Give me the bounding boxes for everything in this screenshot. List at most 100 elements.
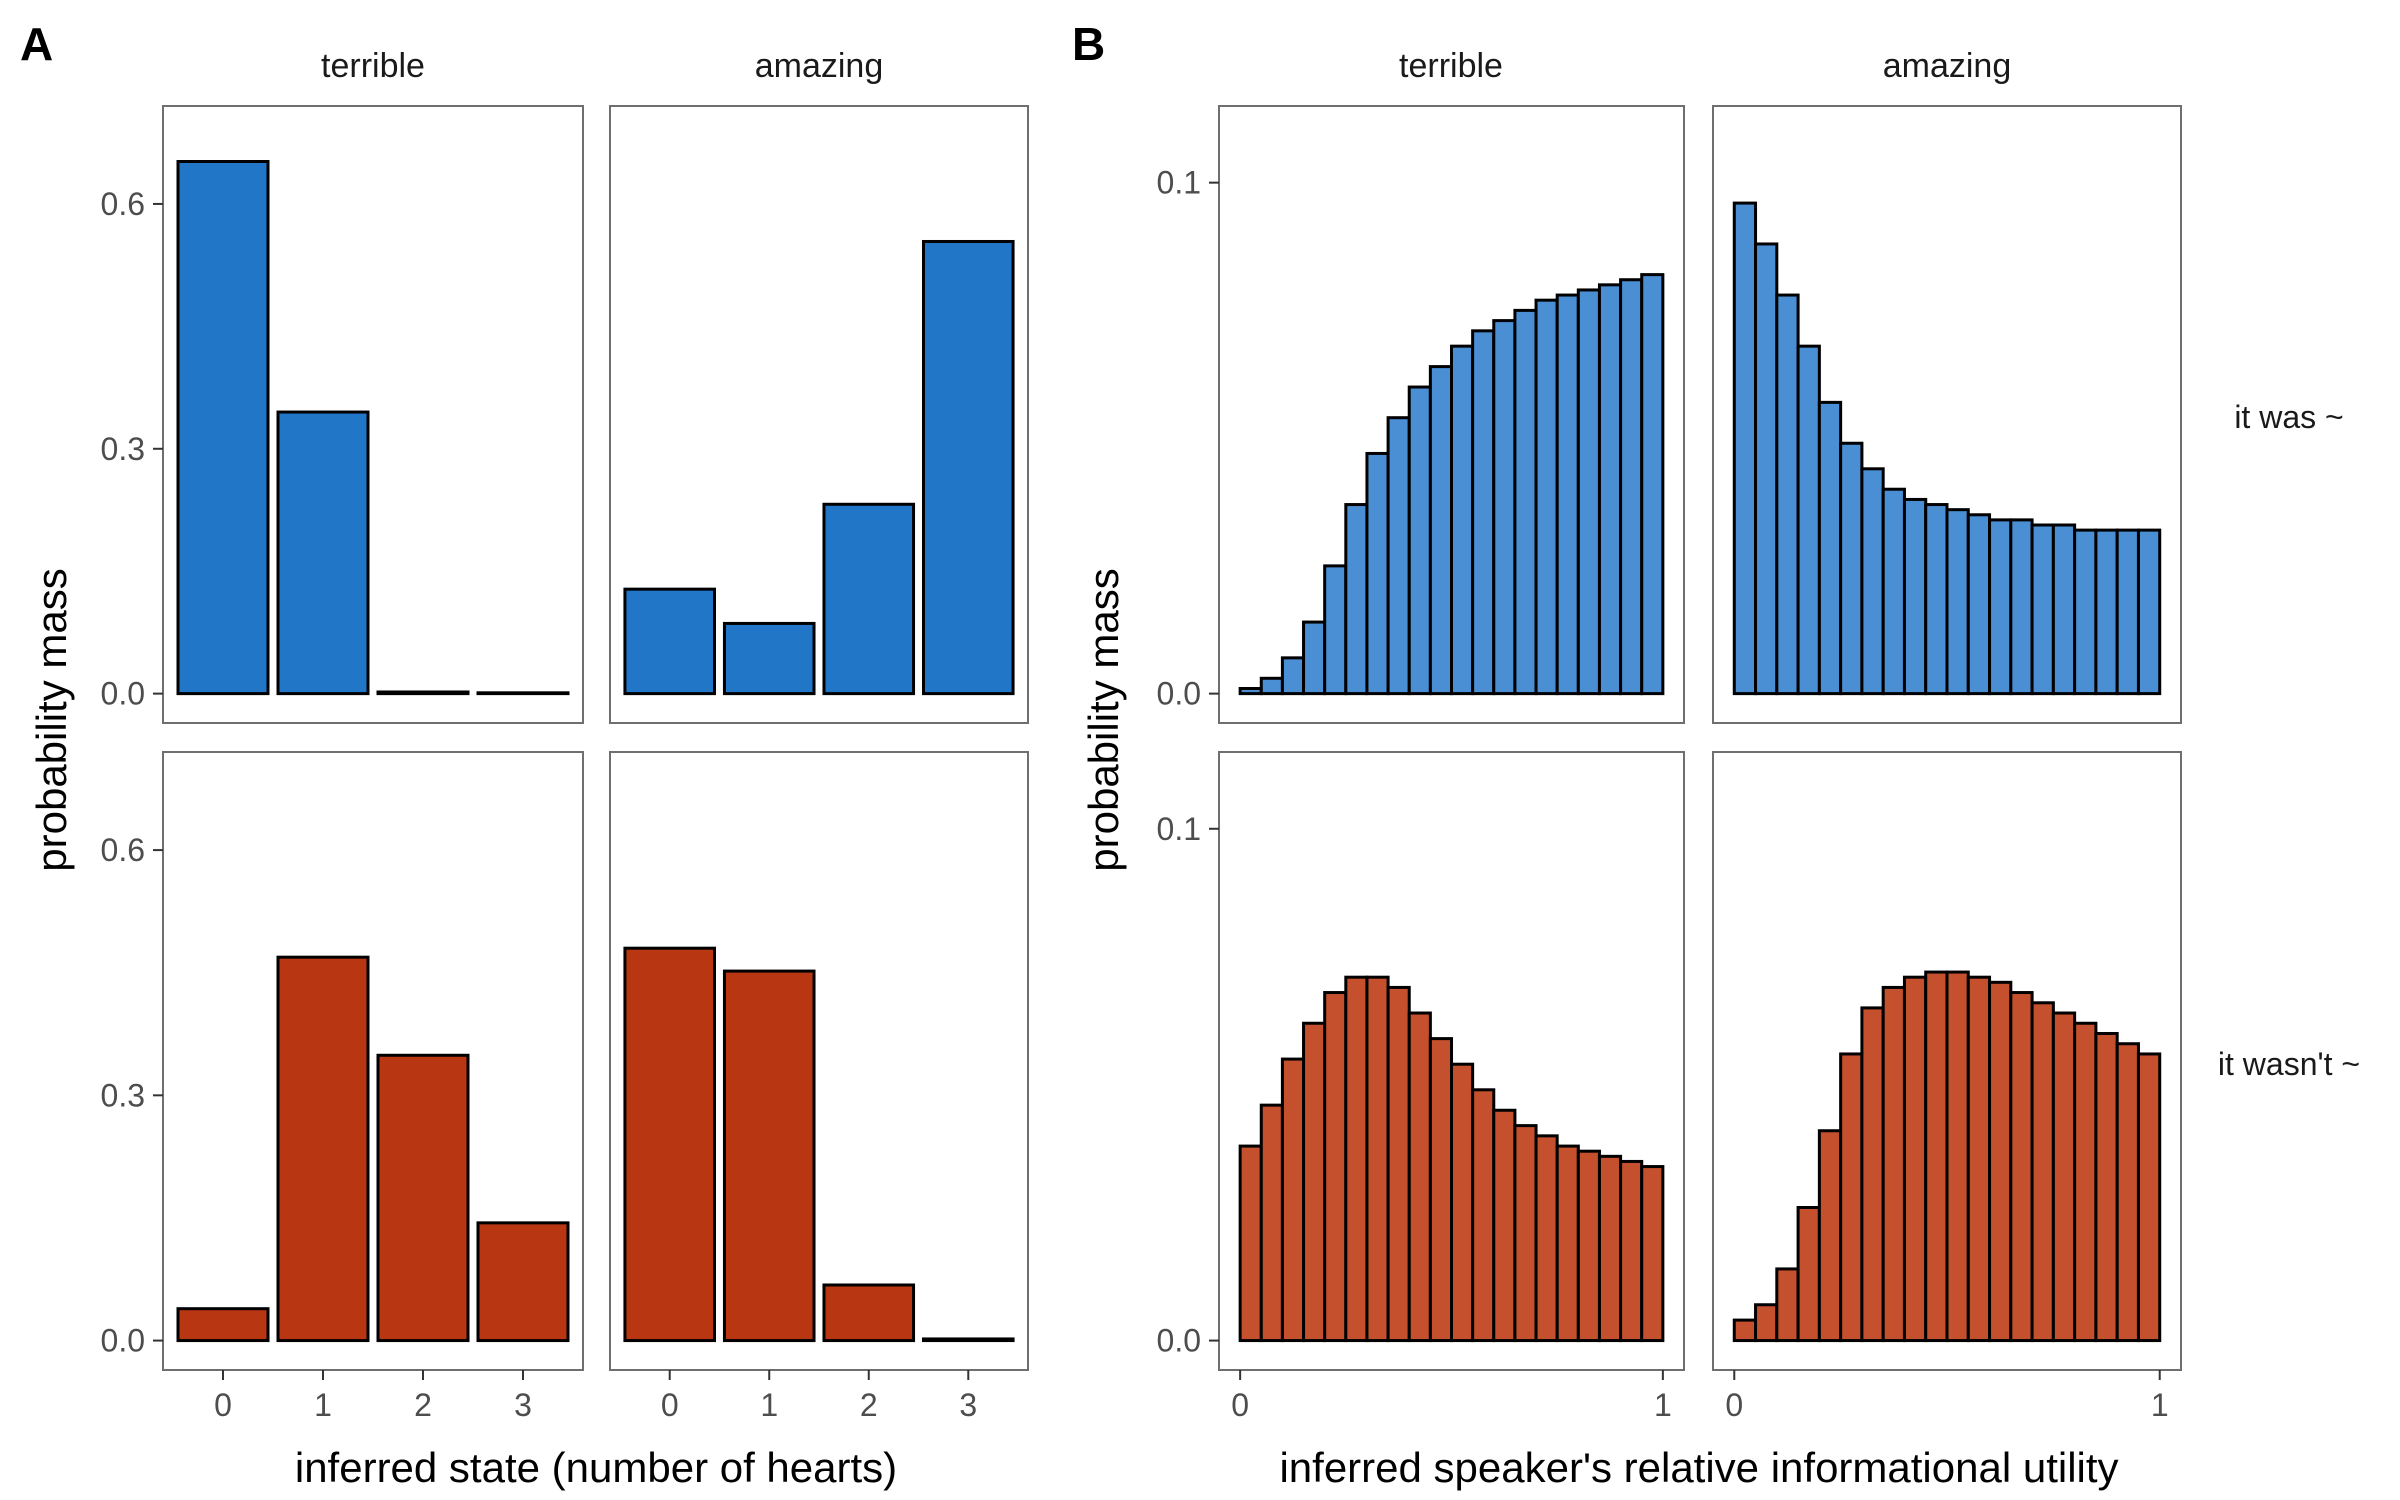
bar-b-amazing-it-wasn-t-6 [1839,1052,1864,1343]
x-tick-label-b-terrible-0: 0 [1231,1387,1249,1423]
bar-b-terrible-it-wasn-t-15 [1534,1134,1559,1343]
y-tick-label-b-it-was-0: 0.0 [1157,676,1201,712]
bar-b-terrible-it-was-10 [1428,365,1454,696]
bar-b-amazing-it-was-8 [1881,487,1906,696]
bar-b-terrible-it-was-2 [1259,676,1284,696]
facet-a-terrible-it-was: 0.0 0.3 0.6 [101,105,584,724]
bar-b-terrible-it-wasn-t-19 [1619,1159,1644,1343]
bar-b-terrible-it-was-13 [1492,319,1517,696]
x-tick-label-a-amazing-1: 1 [760,1387,778,1423]
y-tick-label-a-it-was-1: 0.3 [101,431,145,467]
bar-b-terrible-it-wasn-t-2 [1259,1103,1284,1343]
row-label-it-was: it was ~ [2234,399,2343,435]
strip-label-b-terrible: terrible [1399,47,1503,85]
bar-b-amazing-it-wasn-t-1 [1732,1318,1758,1343]
bar-b-amazing-it-wasn-t-17 [2073,1021,2098,1343]
y-tick-label-a-it-wasn-t-1: 0.3 [101,1077,145,1113]
bar-b-amazing-it-was-11 [1945,508,1970,696]
bar-b-terrible-it-was-8 [1386,416,1411,696]
bar-b-terrible-it-was-3 [1280,656,1306,696]
bar-b-amazing-it-wasn-t-5 [1817,1129,1843,1343]
bar-b-terrible-it-was-5 [1323,564,1348,696]
bar-b-amazing-it-wasn-t-16 [2051,1011,2077,1343]
bar-b-terrible-it-wasn-t-3 [1280,1057,1306,1343]
bar-b-amazing-it-was-13 [1988,518,2013,696]
bar-b-amazing-it-was-6 [1839,441,1864,696]
bar-b-amazing-it-was-7 [1860,467,1885,696]
bar-b-amazing-it-wasn-t-14 [2009,991,2034,1343]
row-label-it-wasnt: it wasn't ~ [2218,1046,2360,1082]
bar-b-terrible-it-was-12 [1471,329,1496,696]
bar-b-amazing-it-wasn-t-12 [1966,975,1992,1343]
bar-a-amazing-it-wasn-t-3 [922,1337,1015,1343]
x-tick-label-a-amazing-0: 0 [661,1387,679,1423]
facet-b-terrible-it-was: 0.0 0.1 [1157,105,1685,724]
strip-label-a-terrible: terrible [321,47,425,85]
x-tick-label-a-terrible-1: 1 [314,1387,332,1423]
x-tick-label-a-amazing-3: 3 [959,1387,977,1423]
bar-b-amazing-it-wasn-t-10 [1924,970,1949,1343]
bar-b-amazing-it-wasn-t-19 [2115,1042,2140,1343]
bar-a-amazing-it-was-2 [822,502,916,696]
bar-b-amazing-it-wasn-t-11 [1945,970,1970,1343]
bar-b-terrible-it-was-17 [1576,288,1601,696]
bar-a-terrible-it-wasn-t-1 [276,955,370,1343]
bar-b-terrible-it-wasn-t-18 [1597,1154,1623,1343]
facet-panels: 0.00.30.60 1 2 30.00.30.60 1 2 30.00.10 10.00.1… [101,105,2182,1423]
bar-b-amazing-it-was-9 [1902,497,1928,696]
bar-a-amazing-it-wasn-t-1 [722,969,816,1343]
bar-b-terrible-it-was-20 [1640,273,1665,696]
bar-b-terrible-it-wasn-t-16 [1555,1144,1580,1343]
bar-b-terrible-it-wasn-t-10 [1428,1037,1454,1343]
y-axis-title-a: probability mass [28,568,75,871]
bar-b-amazing-it-was-5 [1817,400,1843,696]
bar-b-amazing-it-was-4 [1796,344,1821,696]
bar-b-terrible-it-wasn-t-1 [1238,1144,1263,1343]
bar-a-terrible-it-wasn-t-2 [376,1053,470,1343]
x-tick-label-b-amazing-0: 0 [1725,1387,1743,1423]
x-tick-label-a-terrible-2: 2 [414,1387,432,1423]
bar-b-terrible-it-wasn-t-17 [1576,1149,1601,1343]
bar-b-terrible-it-wasn-t-7 [1365,975,1390,1343]
bar-a-amazing-it-was-3 [922,239,1015,696]
bar-b-terrible-it-wasn-t-20 [1640,1165,1665,1343]
bar-b-terrible-it-wasn-t-8 [1386,985,1411,1343]
bar-b-terrible-it-wasn-t-14 [1513,1124,1538,1343]
bar-b-amazing-it-was-19 [2115,528,2140,696]
bar-a-amazing-it-wasn-t-2 [822,1283,916,1343]
y-tick-label-a-it-was-2: 0.6 [101,186,145,222]
bar-b-terrible-it-wasn-t-11 [1450,1062,1475,1343]
bar-b-amazing-it-was-10 [1924,503,1949,696]
bar-b-amazing-it-was-15 [2030,523,2055,696]
bar-a-amazing-it-was-1 [722,621,816,696]
bar-b-amazing-it-wasn-t-7 [1860,1006,1885,1343]
bar-b-amazing-it-was-18 [2094,528,2119,696]
bar-b-amazing-it-wasn-t-20 [2136,1052,2162,1343]
y-tick-label-b-it-wasn-t-1: 0.1 [1157,811,1201,847]
x-axis-title-a: inferred state (number of hearts) [295,1444,897,1491]
x-tick-label-a-terrible-0: 0 [214,1387,232,1423]
bar-b-amazing-it-was-17 [2073,528,2098,696]
facet-b-amazing-it-was [1712,105,2182,724]
bar-a-terrible-it-wasn-t-0 [176,1307,270,1343]
y-tick-label-a-it-wasn-t-2: 0.6 [101,832,145,868]
bar-b-terrible-it-was-4 [1302,620,1327,696]
y-axis-title-b: probability mass [1080,568,1127,871]
panel-label-a: A [20,18,53,70]
bar-b-terrible-it-was-15 [1534,298,1559,696]
x-tick-label-a-amazing-2: 2 [860,1387,878,1423]
y-tick-label-a-it-wasn-t-0: 0.0 [101,1323,145,1359]
bar-b-amazing-it-wasn-t-3 [1775,1267,1800,1343]
bar-a-terrible-it-was-2 [376,690,470,696]
x-tick-label-a-terrible-3: 3 [514,1387,532,1423]
x-tick-label-b-amazing-1: 1 [2151,1387,2169,1423]
bar-a-amazing-it-wasn-t-0 [623,946,717,1343]
bar-b-terrible-it-wasn-t-6 [1344,975,1369,1343]
bar-b-amazing-it-wasn-t-9 [1902,975,1928,1343]
bar-b-amazing-it-wasn-t-15 [2030,1001,2055,1343]
panel-label-b: B [1072,18,1105,70]
bar-b-terrible-it-was-9 [1407,385,1432,696]
bar-b-amazing-it-was-2 [1754,242,1779,696]
bar-b-amazing-it-was-3 [1775,293,1800,696]
